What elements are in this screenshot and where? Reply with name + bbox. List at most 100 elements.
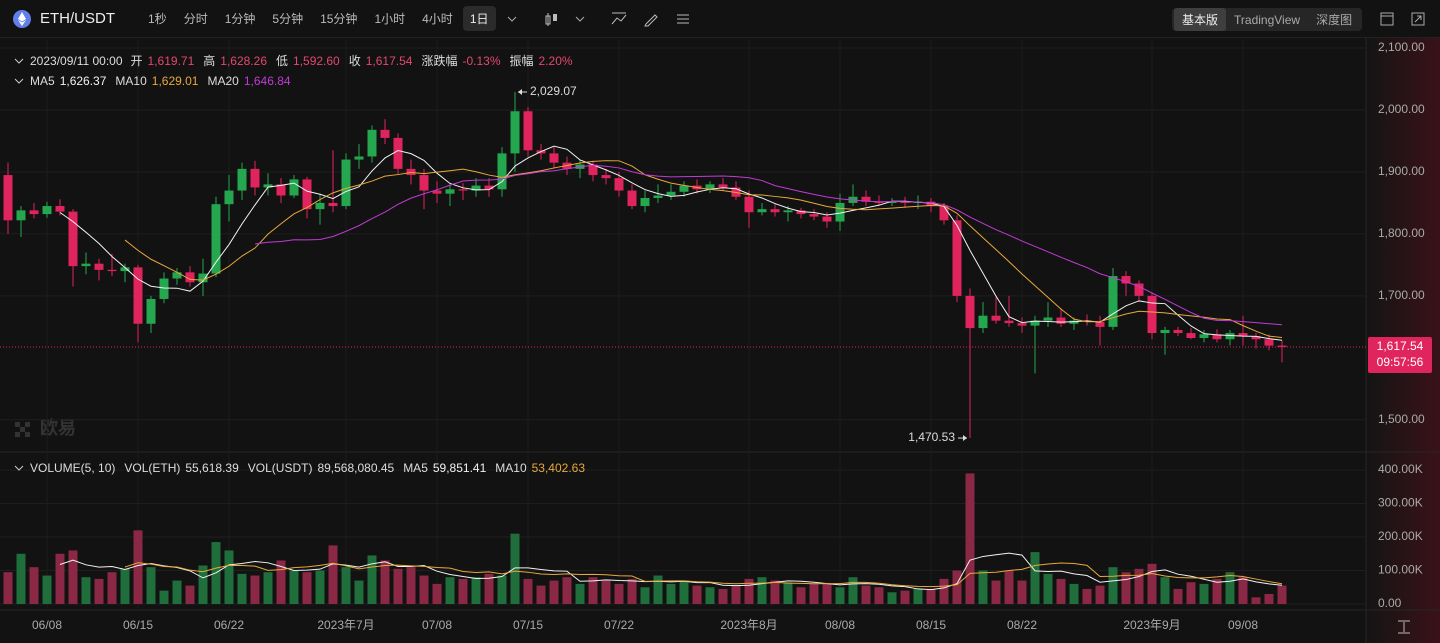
candle-body [705, 184, 715, 190]
volume-bar [29, 567, 39, 604]
toolbar: ETH/USDT 1秒 分时 1分钟 5分钟 15分钟 1小时 4小时 1日 基… [0, 0, 1440, 38]
legend-label: MA5 [403, 461, 428, 475]
interval[interactable]: 1秒 [148, 12, 167, 26]
candle-body [588, 164, 598, 176]
candle-body [159, 278, 169, 299]
y-tick-label: 2,100.00 [1378, 40, 1425, 54]
legend-label: MA10 [495, 461, 527, 475]
volume-bar [666, 583, 676, 604]
volume-legend: VOLUME(5, 10) VOL(ETH) 55,618.39 VOL(USDT) 8… [14, 461, 594, 475]
volume-bar [887, 592, 897, 604]
reset-icon[interactable] [1398, 620, 1410, 634]
legend-label: VOL(ETH) [124, 461, 181, 475]
y-tick-label: 0.00 [1378, 596, 1402, 610]
volume-bar [94, 578, 104, 604]
candle-body [1173, 329, 1183, 334]
legend-value: 2.20% [538, 53, 573, 68]
legend-label: 涨跌幅 [421, 54, 458, 68]
candle-body [328, 202, 338, 207]
volume-bar [575, 583, 585, 604]
candle-body [81, 263, 91, 267]
fullscreen-icon[interactable] [1411, 12, 1425, 26]
candle-body [1147, 295, 1157, 334]
candle-body [1134, 283, 1144, 296]
legend-value: 1,629.01 [151, 74, 199, 88]
candle-body [653, 195, 663, 198]
volume-bar [315, 570, 325, 604]
legend-value: -0.13% [462, 53, 501, 68]
volume-bar [406, 567, 416, 604]
candle-body [250, 168, 260, 188]
indicator[interactable] [611, 11, 627, 27]
interval[interactable]: 15分钟 [320, 12, 358, 26]
volume-bar [341, 567, 351, 604]
dropdown[interactable] [507, 14, 517, 24]
x-tick-label: 08/22 [1007, 618, 1037, 632]
legend-label: 高 [203, 54, 216, 68]
view-tab[interactable]: 深度图 [1316, 13, 1353, 27]
volume-bar [263, 572, 273, 604]
collapse[interactable] [14, 463, 24, 473]
candle-body [640, 197, 650, 207]
annotation: 2,029.07 [530, 84, 577, 98]
x-tick-label: 07/15 [513, 618, 543, 632]
collapse[interactable] [14, 76, 24, 86]
interval[interactable]: 1日 [462, 6, 496, 31]
x-tick-label: 2023年7月 [317, 618, 374, 632]
ohlc-legend: 2023/09/11 00:00 开 1,619.71 高 1,628.26 低 1,592… [14, 52, 582, 69]
y-tick-label: 1,800.00 [1378, 226, 1425, 240]
legend-value: 1,628.26 [220, 53, 267, 68]
candle-body [432, 190, 442, 194]
candle-body [42, 206, 52, 215]
annotation: 1,470.53 [908, 430, 955, 444]
interval[interactable]: 5分钟 [272, 12, 304, 26]
price-tag-label: 1,617.54 [1377, 339, 1424, 353]
candle-body [276, 184, 286, 196]
dropdown[interactable] [575, 14, 585, 24]
volume-bar [237, 573, 247, 604]
volume-bar [1199, 583, 1209, 604]
candle-body [627, 190, 637, 207]
volume-bar [120, 568, 130, 604]
candle-body [133, 267, 143, 324]
legend-label: MA10 [115, 74, 147, 88]
interval[interactable]: 1分钟 [224, 12, 256, 26]
x-tick-label: 2023年9月 [1123, 618, 1180, 632]
interval[interactable]: 4小时 [422, 12, 453, 26]
volume-bar [627, 578, 637, 604]
settings[interactable] [675, 11, 691, 27]
legend-title: VOLUME(5, 10) [30, 461, 116, 475]
symbol[interactable]: ETH/USDT [40, 10, 115, 27]
y-tick-label: 100.00K [1378, 563, 1423, 577]
legend-value: 1,619.71 [147, 53, 195, 68]
candle-body [926, 201, 936, 207]
volume-bar [1121, 572, 1131, 604]
candle-body [887, 201, 897, 203]
volume-bar [718, 588, 728, 604]
draw[interactable] [643, 11, 659, 27]
interval[interactable]: 分时 [183, 12, 208, 26]
candle-body [510, 111, 520, 154]
volume-bar [1251, 597, 1261, 604]
view-tab[interactable]: 基本版 [1174, 8, 1227, 31]
window-icon[interactable] [1380, 12, 1394, 26]
watermark-logo [15, 422, 30, 437]
collapse[interactable] [14, 56, 24, 66]
ma-line [124, 562, 1283, 588]
chart-type[interactable] [543, 11, 559, 27]
volume-bar [198, 565, 208, 604]
coin-logo [13, 9, 31, 28]
volume-bar [1173, 588, 1183, 604]
candle-body [263, 184, 273, 188]
view-tab[interactable]: TradingView [1234, 12, 1301, 27]
interval[interactable]: 1小时 [374, 12, 406, 26]
volume-bar [822, 583, 832, 604]
legend-value: 1,592.60 [293, 53, 340, 68]
volume-bar [549, 580, 559, 604]
x-tick-label: 06/08 [32, 618, 62, 632]
volume-bar [159, 590, 169, 604]
candle-body [367, 129, 377, 157]
volume-bar [1212, 578, 1222, 604]
legend-label: 振幅 [509, 54, 534, 68]
